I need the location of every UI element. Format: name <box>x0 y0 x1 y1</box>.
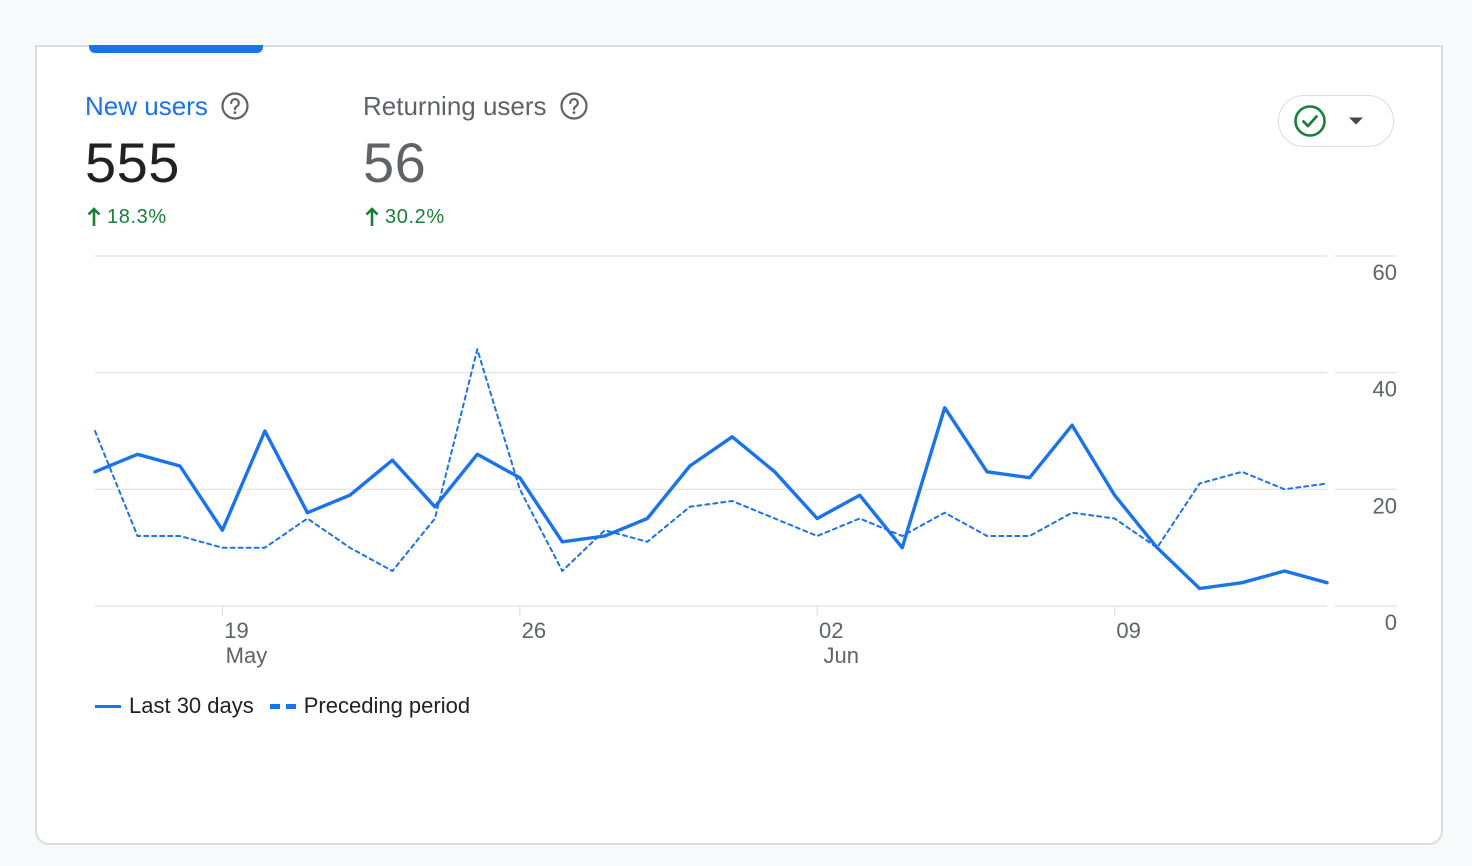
arrow-up-icon <box>363 206 381 228</box>
metric-label-text: New users <box>85 91 208 121</box>
legend-item-last-30-days: Last 30 days <box>95 693 254 719</box>
y-tick-label: 40 <box>1373 377 1397 402</box>
check-circle-icon <box>1293 104 1327 138</box>
metric-change: 18.3% <box>85 205 250 229</box>
metric-change: 30.2% <box>363 205 589 229</box>
series-line-preceding-period <box>94 348 1328 572</box>
caret-down-icon <box>1347 116 1365 126</box>
x-tick-sublabel: Jun <box>823 643 858 668</box>
card-top-border <box>37 45 1441 47</box>
legend-label: Last 30 days <box>129 693 254 718</box>
metric-new-users[interactable]: New users 555 18.3% <box>85 89 250 229</box>
series-line-last-30-days <box>93 406 1329 591</box>
arrow-up-icon <box>85 206 103 228</box>
legend-item-preceding-period: Preceding period <box>269 693 471 719</box>
y-tick-label: 0 <box>1385 610 1397 635</box>
metric-returning-users[interactable]: Returning users 56 30.2% <box>363 89 589 229</box>
x-tick-label: 26 <box>522 618 546 643</box>
metric-label-text: Returning users <box>363 91 547 121</box>
help-icon[interactable] <box>220 91 250 121</box>
metric-label: New users <box>85 89 250 123</box>
metric-value: 555 <box>85 131 180 194</box>
x-tick-label: 19 <box>224 618 248 643</box>
y-tick-label: 60 <box>1373 260 1397 285</box>
metric-value: 56 <box>363 131 427 194</box>
users-card: New users 555 18.3% Returning users <box>35 45 1443 845</box>
legend-label: Preceding period <box>303 693 471 718</box>
y-tick-label: 20 <box>1373 493 1397 518</box>
metric-change-value: 18.3% <box>107 206 167 228</box>
legend-swatch-solid <box>95 704 121 708</box>
chart-options-dropdown[interactable] <box>1278 95 1394 147</box>
help-icon[interactable] <box>559 91 589 121</box>
metric-change-value: 30.2% <box>385 206 445 228</box>
chart-legend: Last 30 days Preceding period <box>95 693 470 719</box>
x-tick-label: 02 <box>819 618 843 643</box>
x-tick-sublabel: May <box>226 643 268 668</box>
metric-label: Returning users <box>363 89 589 123</box>
selected-tab-indicator <box>89 45 263 53</box>
legend-swatch-dashed <box>269 703 296 709</box>
x-tick-label: 09 <box>1116 618 1140 643</box>
